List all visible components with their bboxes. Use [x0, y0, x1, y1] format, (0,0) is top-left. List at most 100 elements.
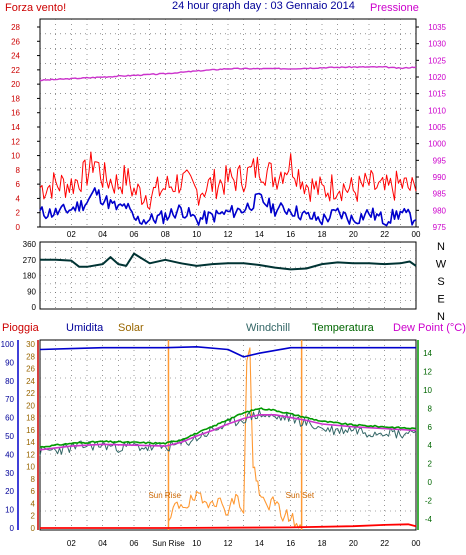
wind-y-tick-label: 2 [16, 209, 21, 218]
humidity-y-tick-label: 40 [5, 450, 14, 459]
temp-x-tick-label: 12 [224, 539, 233, 548]
wind-x-tick-label: 12 [224, 230, 233, 239]
chart-layer: 0246810121416182022242628975980985990995… [1, 18, 447, 548]
wind-x-tick-label: 00 [412, 230, 421, 239]
sunrise-marker-label: Sun Rise [148, 491, 181, 500]
wind-axis-label: Forza vento! [5, 2, 66, 14]
temp-x-tick-label: 02 [67, 539, 76, 548]
solar-y-tick-label: 28 [26, 352, 35, 361]
wind-y-tick-label: 22 [11, 66, 20, 75]
wind-x-tick-label: 14 [255, 230, 264, 239]
wind-gust-line [39, 151, 417, 210]
humidity-y-tick-label: 10 [5, 506, 14, 515]
pressure-y-tick-label: 1015 [428, 90, 446, 99]
wind-y-tick-label: 6 [16, 180, 21, 189]
pressure-y-tick-label: 995 [433, 156, 447, 165]
temp-y-tick-label: 8 [428, 404, 433, 413]
pressure-y-tick-label: 1005 [428, 123, 446, 132]
wind-y-tick-label: 10 [11, 152, 20, 161]
wind-x-tick-label: 08 [161, 230, 170, 239]
solar-y-tick-label: 12 [26, 450, 35, 459]
wind-y-tick-label: 28 [11, 23, 20, 32]
solar-y-tick-label: 18 [26, 414, 35, 423]
solar-y-tick-label: 16 [26, 426, 35, 435]
temp-x-tick-label: 04 [98, 539, 107, 548]
direction-y-tick-label: 360 [23, 240, 37, 249]
solar-y-tick-label: 8 [31, 475, 36, 484]
temperature-label: Temperatura [312, 322, 375, 334]
direction-y-tick-label: 180 [23, 272, 37, 281]
wind-y-tick-label: 0 [16, 223, 21, 232]
compass-label: N [437, 241, 445, 253]
wind-x-tick-label: 02 [67, 230, 76, 239]
compass-label: S [437, 276, 444, 288]
temp-x-tick-label: 10 [192, 539, 201, 548]
humidity-y-tick-label: 70 [5, 395, 14, 404]
temp-y-tick-label: 4 [428, 441, 433, 450]
pressure-y-tick-label: 975 [433, 223, 447, 232]
temp-x-tick-label: 18 [318, 539, 327, 548]
wind-y-tick-label: 8 [16, 166, 21, 175]
humidity-y-tick-label: 20 [5, 487, 14, 496]
rain-label: Pioggia [2, 322, 40, 334]
wind-panel-frame [39, 18, 417, 228]
temp-x-tick-label: 00 [412, 539, 421, 548]
solar-y-tick-label: 6 [31, 487, 36, 496]
temperature-line [39, 407, 417, 448]
wind-average-line [39, 187, 417, 227]
solar-y-tick-label: 4 [31, 499, 36, 508]
humidity-y-tick-label: 60 [5, 414, 14, 423]
wind-direction-line [40, 252, 417, 271]
wind-y-tick-label: 18 [11, 94, 20, 103]
pressure-y-tick-label: 1025 [428, 56, 446, 65]
dewpoint-label: Dew Point (°C) [393, 322, 466, 334]
wind-x-tick-label: 06 [130, 230, 139, 239]
humidity-y-tick-label: 90 [5, 358, 14, 367]
wind-y-tick-label: 16 [11, 109, 20, 118]
solar-y-tick-label: 24 [26, 377, 35, 386]
pressure-y-tick-label: 1020 [428, 73, 446, 82]
wind-y-tick-label: 26 [11, 37, 20, 46]
wind-x-tick-label: 04 [98, 230, 107, 239]
rain-line [40, 523, 417, 529]
sunrise-x-label: Sun Rise [152, 539, 185, 548]
humidity-y-tick-label: 50 [5, 432, 14, 441]
solar-y-tick-label: 26 [26, 365, 35, 374]
wind-x-tick-label: 18 [318, 230, 327, 239]
temp-y-tick-label: -2 [425, 496, 433, 505]
wind-y-tick-label: 14 [11, 123, 20, 132]
windchill-label: Windchill [246, 322, 290, 334]
humidity-y-tick-label: 0 [10, 524, 15, 533]
sunset-marker-label: Sun Set [286, 491, 315, 500]
temp-y-tick-label: 0 [428, 478, 433, 487]
humidity-y-tick-label: 30 [5, 469, 14, 478]
solar-y-tick-label: 20 [26, 401, 35, 410]
wind-x-tick-label: 22 [380, 230, 389, 239]
humidity-line [39, 345, 416, 358]
temp-x-tick-label: 14 [255, 539, 264, 548]
pressure-y-tick-label: 980 [433, 206, 447, 215]
humidity-label: Umidita [66, 322, 104, 334]
compass-label: N [437, 311, 445, 323]
pressure-y-tick-label: 1030 [428, 40, 446, 49]
temp-x-tick-label: 06 [130, 539, 139, 548]
solar-label: Solar [118, 322, 144, 334]
wind-y-tick-label: 4 [16, 194, 21, 203]
compass-label: E [437, 294, 444, 306]
pressure-y-tick-label: 1000 [428, 140, 446, 149]
pressure-y-tick-label: 990 [433, 173, 447, 182]
pressure-y-tick-label: 1010 [428, 106, 446, 115]
temp-x-tick-label: 20 [349, 539, 358, 548]
dewpoint-line [39, 413, 417, 451]
temp-x-tick-label: 16 [286, 539, 295, 548]
solar-y-tick-label: 2 [31, 512, 36, 521]
humidity-y-tick-label: 100 [1, 340, 15, 349]
solar-line [168, 347, 303, 529]
temp-x-tick-label: 22 [380, 539, 389, 548]
temp-y-tick-label: 12 [423, 368, 432, 377]
solar-y-tick-label: 14 [26, 438, 35, 447]
wind-x-tick-label: 10 [192, 230, 201, 239]
temp-y-tick-label: 14 [423, 349, 432, 358]
solar-y-tick-label: 30 [26, 340, 35, 349]
temp-y-tick-label: 10 [423, 386, 432, 395]
